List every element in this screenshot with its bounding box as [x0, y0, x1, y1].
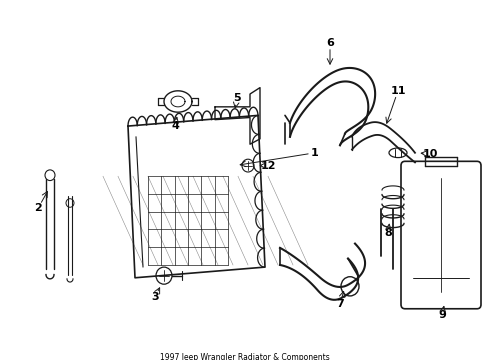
Text: 1: 1 — [310, 148, 318, 158]
Text: 7: 7 — [335, 300, 343, 310]
Text: 3: 3 — [151, 292, 159, 302]
Text: 1997 Jeep Wrangler Radiator & Components
Hose-Radiator Diagram for 52028265AD: 1997 Jeep Wrangler Radiator & Components… — [159, 352, 329, 360]
Text: 2: 2 — [34, 203, 42, 213]
Text: 12: 12 — [260, 161, 275, 171]
Text: 10: 10 — [422, 149, 437, 159]
Text: 6: 6 — [325, 38, 333, 48]
Text: 4: 4 — [171, 121, 179, 131]
Text: 9: 9 — [437, 310, 445, 320]
Text: 11: 11 — [389, 86, 405, 96]
Text: 8: 8 — [384, 228, 391, 238]
Text: 5: 5 — [233, 93, 240, 103]
